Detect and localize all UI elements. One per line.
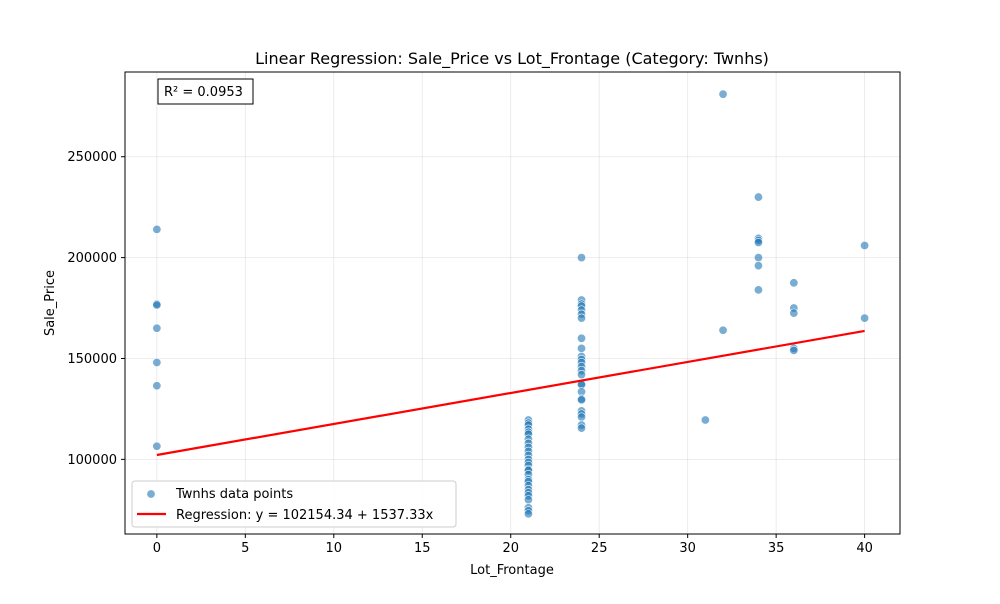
data-point: [152, 323, 162, 333]
data-points: [152, 89, 870, 519]
x-axis-ticks: 0 5 10 15 20 25 30 35 40: [153, 534, 873, 556]
x-tick-label: 5: [241, 541, 249, 556]
data-point: [753, 261, 763, 271]
data-point: [718, 89, 728, 99]
x-tick-label: 15: [414, 541, 431, 556]
data-point: [753, 237, 763, 247]
data-point: [577, 423, 587, 433]
x-tick-label: 40: [856, 541, 873, 556]
data-point: [700, 415, 710, 425]
x-tick-label: 0: [153, 541, 161, 556]
data-point: [152, 381, 162, 391]
data-point: [860, 313, 870, 323]
chart-title: Linear Regression: Sale_Price vs Lot_Fro…: [255, 49, 769, 69]
y-tick-label: 250000: [67, 150, 117, 165]
legend-box: [131, 480, 457, 528]
y-tick-label: 100000: [67, 453, 117, 468]
x-tick-label: 10: [326, 541, 343, 556]
annotation-box: [157, 78, 254, 105]
data-point: [152, 224, 162, 234]
data-point: [577, 343, 587, 353]
data-point: [577, 412, 587, 422]
r-squared-text: R² = 0.0953: [164, 85, 243, 100]
data-point: [753, 192, 763, 202]
data-point: [753, 285, 763, 295]
regression-line-group: [156, 329, 865, 457]
data-point: [152, 441, 162, 451]
data-point: [577, 253, 587, 263]
regression-line: [156, 329, 865, 457]
y-tick-label: 200000: [67, 251, 117, 266]
legend-marker-points: [146, 489, 156, 499]
r-squared-annotation: R² = 0.0953: [157, 78, 254, 105]
data-point: [523, 509, 533, 519]
y-axis-label: Sale_Price: [43, 270, 58, 336]
data-point: [152, 300, 162, 310]
x-tick-label: 30: [679, 541, 696, 556]
data-point: [789, 308, 799, 318]
data-point: [789, 345, 799, 355]
data-point: [577, 333, 587, 343]
data-point: [577, 370, 587, 380]
legend-label-regression: Regression: y = 102154.34 + 1537.33x: [176, 508, 434, 523]
x-tick-label: 35: [768, 541, 785, 556]
data-point: [718, 325, 728, 335]
legend-label-points: Twnhs data points: [175, 487, 293, 502]
legend: Twnhs data points Regression: y = 102154…: [131, 480, 457, 528]
data-point: [789, 278, 799, 288]
data-point: [577, 395, 587, 405]
data-point: [860, 241, 870, 251]
data-point: [523, 495, 533, 505]
x-tick-label: 25: [591, 541, 608, 556]
data-point: [577, 313, 587, 323]
x-axis-label: Lot_Frontage: [470, 563, 554, 578]
data-point: [753, 253, 763, 263]
plot-frame: [124, 71, 901, 535]
data-point: [152, 358, 162, 368]
grid-lines: [125, 72, 900, 534]
y-tick-label: 150000: [67, 352, 117, 367]
x-tick-label: 20: [502, 541, 519, 556]
y-axis-ticks: 100000 150000 200000 250000: [67, 150, 125, 468]
